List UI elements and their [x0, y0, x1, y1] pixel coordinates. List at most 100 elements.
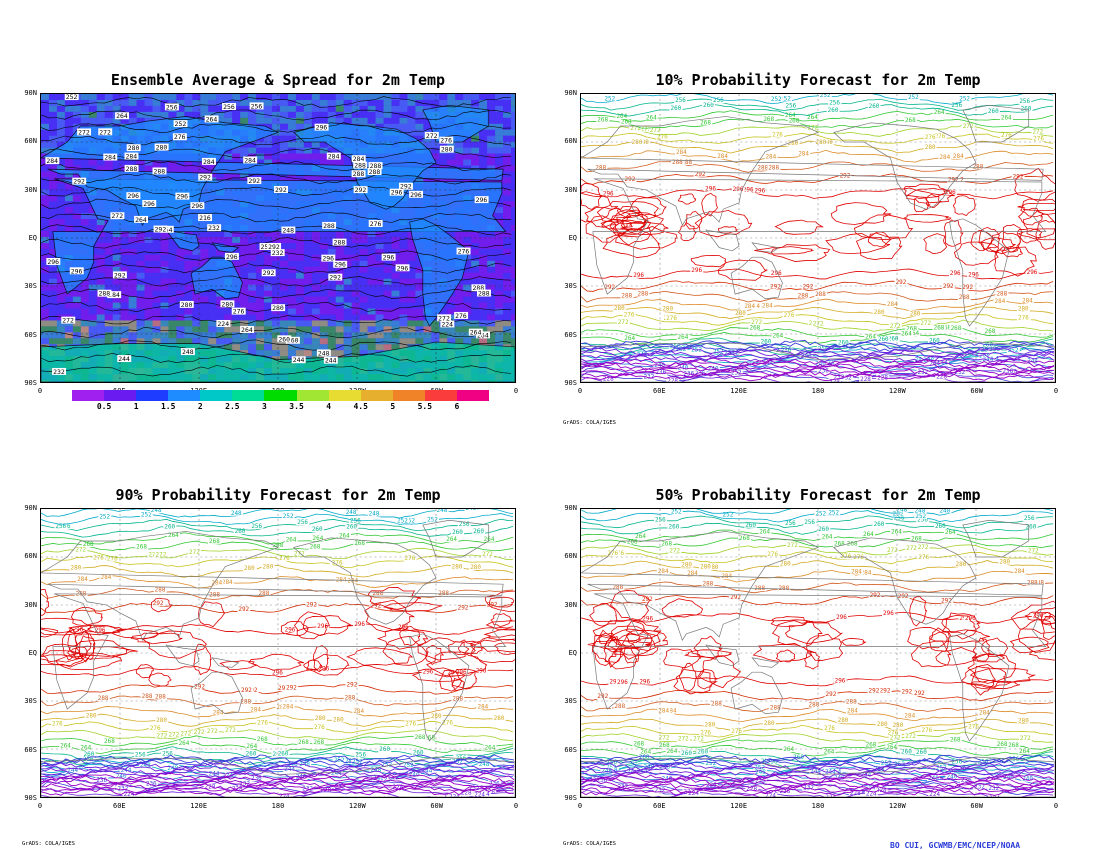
svg-text:292: 292 [487, 601, 498, 608]
svg-text:276: 276 [458, 248, 470, 256]
svg-text:296: 296 [456, 669, 467, 676]
svg-text:256: 256 [951, 759, 962, 766]
svg-text:268: 268 [940, 325, 951, 332]
contour-label: 260 [233, 528, 247, 535]
svg-text:288: 288 [621, 292, 632, 299]
contour-label: 264 [615, 113, 629, 120]
svg-text:276: 276 [1001, 132, 1012, 139]
svg-text:264: 264 [886, 744, 897, 751]
svg-text:288: 288 [472, 284, 484, 292]
contour-label: 248 [477, 761, 491, 768]
lat-tick-label: 90S [24, 794, 37, 802]
lat-tick-label: 30S [564, 697, 577, 706]
contour-label: 296 [321, 255, 336, 263]
contour-label: 288 [239, 699, 253, 706]
contour-label: 272 [629, 125, 643, 132]
contour-label: 264 [483, 745, 497, 752]
contour-label: 264 [284, 537, 298, 544]
contour-label: 260 [472, 528, 486, 535]
contour-label: 280 [612, 305, 626, 312]
svg-text:260: 260 [929, 338, 940, 345]
svg-text:292: 292 [370, 602, 381, 609]
svg-text:264: 264 [785, 112, 796, 119]
contour-label: 256 [296, 519, 310, 526]
contour-label: 280 [1017, 717, 1030, 724]
svg-text:296: 296 [603, 190, 614, 197]
svg-text:264: 264 [863, 531, 874, 538]
contour-label: 280 [762, 720, 776, 727]
contour-label: 244 [420, 767, 434, 774]
svg-text:296: 296 [950, 270, 961, 277]
svg-text:264: 264 [945, 529, 956, 536]
svg-text:280: 280 [910, 310, 921, 317]
svg-text:284: 284 [851, 569, 862, 576]
contour-label: 216 [198, 214, 213, 222]
contour-label: 276 [933, 133, 947, 140]
contour-label: 256 [828, 99, 842, 106]
contour-label: 292 [277, 685, 290, 692]
contour-label: 296 [317, 665, 331, 672]
svg-text:288: 288 [711, 701, 722, 708]
svg-text:288: 288 [98, 695, 109, 702]
contour-label: 256 [712, 97, 725, 104]
contour-label: 260 [680, 750, 694, 757]
contour-label: 260 [378, 746, 392, 753]
contour-label: 264 [468, 329, 483, 337]
contour-label: 224 [277, 793, 291, 797]
svg-text:276: 276 [455, 312, 467, 320]
contour-label: 276 [622, 312, 636, 319]
lat-tick-label: 90S [564, 794, 577, 802]
contour-label: 264 [623, 335, 637, 342]
colorbar-segment [424, 390, 457, 401]
svg-text:272: 272 [157, 732, 168, 739]
contour-label: 260 [277, 335, 292, 343]
contour-label: 256 [161, 751, 175, 758]
svg-text:288: 288 [778, 585, 789, 592]
svg-text:280: 280 [877, 721, 888, 728]
contour-label: 268 [995, 741, 1009, 748]
contour-label: 252 [721, 512, 735, 519]
svg-text:288: 288 [323, 222, 335, 230]
contour-label: 288 [154, 694, 168, 701]
svg-text:276: 276 [968, 723, 979, 730]
contour-label: 256 [354, 751, 368, 758]
contour-label: 276 [1032, 135, 1046, 142]
svg-text:228: 228 [461, 789, 472, 796]
svg-text:296: 296 [410, 191, 422, 199]
svg-text:280: 280 [156, 144, 168, 152]
contour-label: 248 [435, 509, 449, 514]
contour-label: 244 [66, 767, 80, 774]
svg-text:276: 276 [370, 220, 382, 228]
contour-label: 256 [164, 103, 179, 111]
contour-label: 284 [764, 154, 778, 161]
svg-text:292: 292 [898, 593, 909, 600]
svg-text:260: 260 [793, 754, 804, 761]
svg-text:288: 288 [438, 590, 449, 597]
contour-label: 280 [836, 717, 850, 724]
svg-text:280: 280 [614, 305, 625, 312]
svg-text:296: 296 [391, 189, 403, 197]
contour-label: 292 [456, 604, 470, 611]
svg-text:280: 280 [86, 712, 97, 719]
svg-text:268: 268 [700, 120, 711, 127]
lon-tick-label: 0 [37, 802, 43, 810]
contour-label: 252 [603, 95, 617, 102]
contour-label: 260 [285, 337, 300, 345]
contour-label: 252 [401, 762, 415, 769]
svg-text:256: 256 [785, 102, 796, 109]
contour-label: 256 [784, 102, 798, 109]
svg-text:232: 232 [272, 249, 284, 257]
svg-text:272: 272 [630, 125, 641, 132]
svg-text:232: 232 [731, 369, 742, 376]
lon-tick-label: 60E [653, 387, 666, 395]
svg-text:288: 288 [770, 705, 781, 712]
svg-text:292: 292 [286, 684, 297, 691]
svg-text:248: 248 [140, 762, 151, 769]
contour-label: 252 [451, 759, 464, 766]
svg-text:280: 280 [925, 144, 936, 151]
svg-text:268: 268 [905, 117, 916, 124]
svg-text:276: 276 [700, 729, 711, 736]
svg-text:256: 256 [804, 519, 815, 526]
contour-label: 256 [653, 516, 667, 523]
contour-label: 268 [423, 735, 437, 742]
